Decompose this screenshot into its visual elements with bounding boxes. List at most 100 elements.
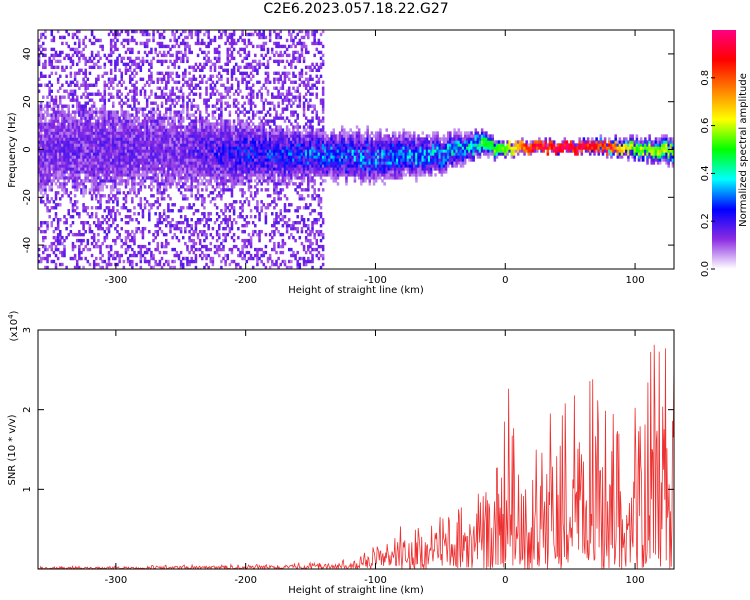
heatmap-cell: [254, 155, 257, 159]
heatmap-cell: [158, 185, 162, 189]
heatmap-cell: [46, 143, 49, 147]
heatmap-cell: [107, 32, 111, 37]
heatmap-cell: [224, 155, 227, 159]
heatmap-cell: [61, 116, 64, 120]
heatmap-cell: [154, 176, 157, 180]
heatmap-cell: [273, 232, 276, 237]
heatmap-cell: [264, 179, 268, 183]
heatmap-cell: [135, 167, 138, 171]
heatmap-cell: [258, 116, 261, 120]
heatmap-cell: [120, 218, 123, 222]
heatmap-cell: [133, 62, 136, 67]
heatmap-cell: [143, 170, 147, 174]
heatmap-cell: [42, 113, 45, 117]
heatmap-cell: [171, 152, 174, 156]
heatmap-cell: [266, 152, 270, 156]
heatmap-cell: [75, 259, 79, 264]
heatmap-cell: [215, 167, 219, 171]
heatmap-cell: [209, 191, 213, 195]
heatmap-cell: [239, 71, 242, 76]
heatmap-cell: [126, 191, 130, 195]
heatmap-cell: [239, 119, 242, 123]
heatmap-cell: [209, 134, 213, 138]
heatmap-cell: [114, 131, 117, 135]
heatmap-cell: [139, 206, 143, 210]
heatmap-cell: [42, 170, 45, 174]
heatmap-cell: [181, 41, 185, 46]
heatmap-cell: [247, 125, 251, 129]
heatmap-cell: [82, 77, 85, 81]
heatmap-cell: [165, 140, 168, 144]
heatmap-cell: [158, 155, 162, 159]
heatmap-cell: [192, 125, 196, 129]
heatmap-cell: [152, 161, 155, 165]
heatmap-cell: [258, 158, 261, 162]
heatmap-cell: [226, 152, 229, 156]
heatmap-cell: [59, 110, 62, 114]
heatmap-cell: [207, 113, 210, 117]
heatmap-cell: [177, 155, 181, 159]
heatmap-cell: [128, 131, 132, 135]
heatmap-cell: [285, 185, 289, 189]
heatmap-cell: [82, 107, 85, 111]
heatmap-cell: [211, 122, 215, 126]
heatmap-cell: [48, 122, 51, 126]
heatmap-cell: [188, 122, 191, 126]
heatmap-cell: [124, 158, 128, 162]
heatmap-cell: [239, 200, 242, 204]
heatmap-cell: [177, 119, 181, 123]
heatmap-cell: [56, 238, 60, 243]
heatmap-cell: [59, 262, 62, 267]
heatmap-cell: [162, 232, 166, 237]
heatmap-cell: [275, 77, 278, 81]
heatmap-cell: [156, 143, 160, 147]
heatmap-cell: [241, 143, 244, 147]
heatmap-cell: [162, 92, 166, 96]
heatmap-cell: [118, 89, 121, 93]
heatmap-cell: [181, 131, 185, 135]
heatmap-cell: [262, 56, 266, 61]
heatmap-cell: [273, 262, 276, 267]
heatmap-cell: [71, 122, 75, 126]
heatmap-cell: [135, 229, 138, 234]
heatmap-cell: [67, 83, 70, 87]
heatmap-cell: [42, 185, 45, 189]
heatmap-cell: [92, 173, 96, 177]
heatmap-cell: [256, 191, 259, 195]
heatmap-cell: [145, 140, 149, 144]
heatmap-cell: [264, 113, 268, 117]
heatmap-cell: [205, 92, 208, 96]
heatmap-cell: [232, 155, 236, 159]
heatmap-cell: [224, 226, 227, 231]
heatmap-cell: [162, 244, 166, 249]
heatmap-cell: [175, 137, 179, 141]
heatmap-cell: [103, 119, 107, 123]
heatmap-cell: [247, 74, 251, 78]
heatmap-cell: [137, 152, 140, 156]
heatmap-cell: [196, 131, 200, 135]
heatmap-cell: [171, 161, 174, 165]
heatmap-cell: [90, 98, 94, 102]
heatmap-cell: [277, 146, 280, 150]
heatmap-cell: [283, 167, 287, 171]
heatmap-cell: [275, 95, 278, 99]
heatmap-cell: [179, 56, 183, 61]
heatmap-cell: [131, 259, 134, 264]
heatmap-cell: [88, 164, 92, 168]
heatmap-cell: [160, 179, 164, 183]
heatmap-cell: [131, 253, 134, 258]
heatmap-cell: [80, 137, 83, 141]
heatmap-cell: [247, 41, 251, 46]
heatmap-cell: [67, 194, 70, 198]
heatmap-cell: [86, 134, 90, 138]
heatmap-cell: [222, 149, 225, 153]
heatmap-cell: [139, 197, 143, 201]
heatmap-cell: [258, 35, 261, 40]
heatmap-cell: [126, 137, 130, 141]
heatmap-cell: [273, 158, 276, 162]
heatmap-cell: [141, 62, 145, 67]
heatmap-cell: [184, 194, 187, 198]
heatmap-cell: [173, 161, 176, 165]
heatmap-cell: [243, 107, 246, 111]
heatmap-cell: [232, 259, 236, 264]
